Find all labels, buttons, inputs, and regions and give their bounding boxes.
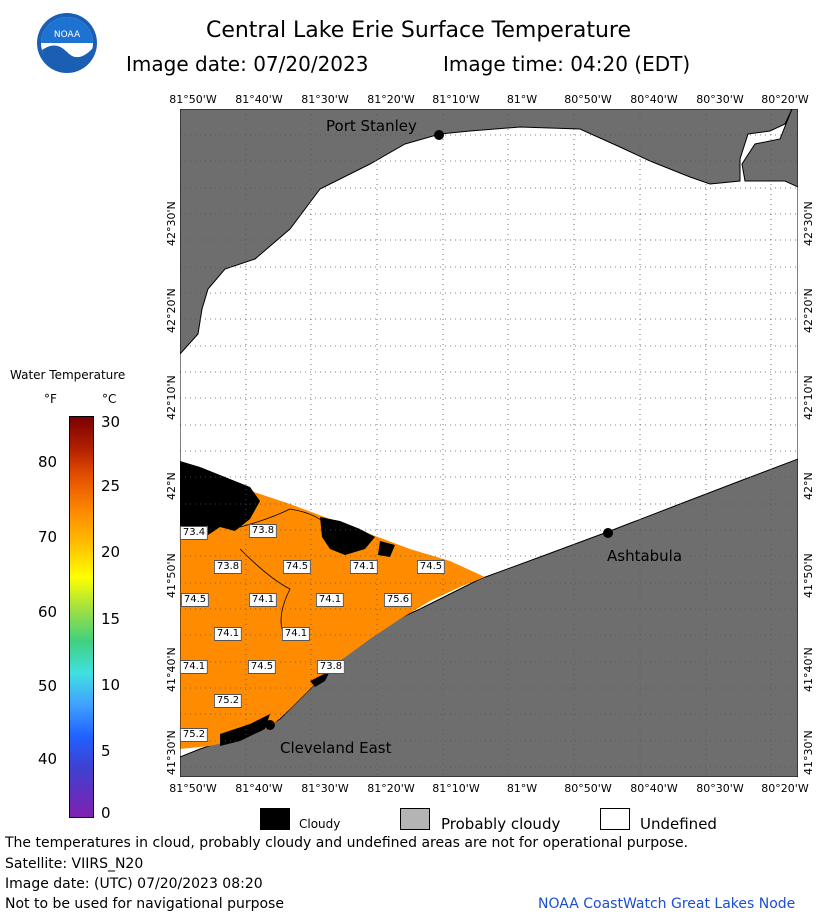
legend-title: Water Temperature [10, 368, 126, 382]
isotherm-label: 74.1 [349, 560, 379, 574]
lat-label: 42°30'N [165, 201, 178, 246]
svg-text:NOAA: NOAA [54, 30, 81, 40]
lon-label: 80°20'W [761, 782, 809, 795]
map-canvas [180, 109, 798, 777]
isotherm-label: 73.8 [213, 560, 243, 574]
legend-c-tick: 15 [101, 610, 121, 628]
ashtabula-marker [603, 528, 613, 538]
key-cloudy-swatch [260, 808, 290, 830]
isotherm-line [180, 508, 361, 550]
lon-label: 80°40'W [630, 93, 678, 106]
cloud-patch [220, 714, 270, 746]
lon-label: 80°50'W [564, 93, 612, 106]
lat-label: 41°30'N [165, 730, 178, 775]
legend-c-tick: 20 [101, 543, 121, 561]
lat-label: 42°30'N [802, 201, 815, 246]
port-stanley-marker [434, 130, 444, 140]
legend-f-tick: 40 [38, 750, 58, 768]
lat-label: 41°40'N [802, 647, 815, 692]
noaa-logo: NOAA [36, 12, 98, 74]
legend-f-tick: 50 [38, 677, 58, 695]
lon-label: 81°30'W [301, 93, 349, 106]
legend-c-tick: 30 [101, 413, 121, 431]
lon-label: 81°W [506, 782, 538, 795]
lon-label: 81°10'W [432, 93, 480, 106]
lat-label: 42°N [165, 472, 178, 500]
lon-label: 80°30'W [696, 93, 744, 106]
lat-label: 42°N [802, 472, 815, 500]
isotherm-label: 74.1 [281, 627, 311, 641]
legend-c-tick: 5 [101, 742, 111, 760]
isotherm-label: 73.8 [248, 524, 278, 538]
legend-c-tick: 10 [101, 676, 121, 694]
lon-label: 81°W [506, 93, 538, 106]
isotherm-label: 73.4 [179, 526, 209, 540]
isotherm-line [239, 548, 291, 638]
lat-lon-grid [180, 109, 798, 777]
key-probably-cloudy-label: Probably cloudy [441, 815, 561, 833]
key-probably-cloudy-swatch [400, 808, 430, 830]
lon-label: 81°50'W [169, 782, 217, 795]
image-time: Image time: 04:20 (EDT) [443, 52, 691, 76]
utc-date-text: Image date: (UTC) 07/20/2023 08:20 [5, 876, 263, 892]
lon-label: 81°30'W [301, 782, 349, 795]
image-date: Image date: 07/20/2023 [126, 52, 369, 76]
isotherm-label: 74.5 [416, 560, 446, 574]
lat-label: 41°50'N [165, 553, 178, 598]
lat-label: 42°10'N [165, 375, 178, 420]
key-undefined-label: Undefined [640, 815, 717, 833]
credit-text: NOAA CoastWatch Great Lakes Node [538, 896, 796, 912]
legend-unit-c: °C [102, 392, 117, 406]
disclaimer-text: The temperatures in cloud, probably clou… [5, 835, 689, 851]
lat-label: 41°50'N [802, 553, 815, 598]
isotherm-label: 74.5 [282, 560, 312, 574]
cleveland-east-marker [265, 720, 275, 730]
lon-label: 81°10'W [432, 782, 480, 795]
map-title: Central Lake Erie Surface Temperature [205, 18, 632, 43]
lon-label: 80°40'W [630, 782, 678, 795]
isotherm-label: 74.1 [315, 593, 345, 607]
satellite-text: Satellite: VIIRS_N20 [5, 856, 144, 872]
lon-label: 81°20'W [367, 782, 415, 795]
lat-label: 42°20'N [802, 288, 815, 333]
isotherm-label: 73.8 [316, 660, 346, 674]
place-port-stanley: Port Stanley [326, 117, 417, 135]
legend-c-tick: 25 [101, 477, 121, 495]
lon-label: 81°20'W [367, 93, 415, 106]
legend-c-tick: 0 [101, 804, 111, 822]
temperature-color-bar [69, 416, 94, 818]
key-undefined-swatch [600, 808, 630, 830]
lon-label: 80°20'W [761, 93, 809, 106]
key-cloudy-label: Cloudy [299, 817, 341, 831]
legend-unit-f: °F [44, 392, 57, 406]
legend-f-tick: 80 [38, 453, 58, 471]
lat-label: 41°40'N [165, 647, 178, 692]
lon-label: 81°50'W [169, 93, 217, 106]
cloud-patch [378, 541, 395, 557]
isotherm-label: 75.2 [179, 728, 209, 742]
lat-label: 42°20'N [165, 288, 178, 333]
nav-warning-text: Not to be used for navigational purpose [5, 896, 284, 912]
isotherm-label: 75.2 [213, 694, 243, 708]
legend-f-tick: 60 [38, 603, 58, 621]
isotherm-label: 74.1 [179, 660, 209, 674]
isotherm-label: 74.1 [213, 627, 243, 641]
lon-label: 81°40'W [235, 93, 283, 106]
legend-f-tick: 70 [38, 528, 58, 546]
place-cleveland-east: Cleveland East [280, 739, 392, 757]
isotherm-label: 74.5 [180, 593, 210, 607]
lat-label: 41°30'N [802, 730, 815, 775]
isotherm-label: 74.5 [247, 660, 277, 674]
cloud-patch [320, 517, 375, 555]
isotherm-label: 75.6 [383, 593, 413, 607]
place-ashtabula: Ashtabula [607, 547, 683, 565]
isotherm-label: 74.1 [248, 593, 278, 607]
lon-label: 81°40'W [235, 782, 283, 795]
lon-label: 80°30'W [696, 782, 744, 795]
cloud-patch [310, 671, 330, 687]
lat-label: 42°10'N [802, 375, 815, 420]
lon-label: 80°50'W [564, 782, 612, 795]
